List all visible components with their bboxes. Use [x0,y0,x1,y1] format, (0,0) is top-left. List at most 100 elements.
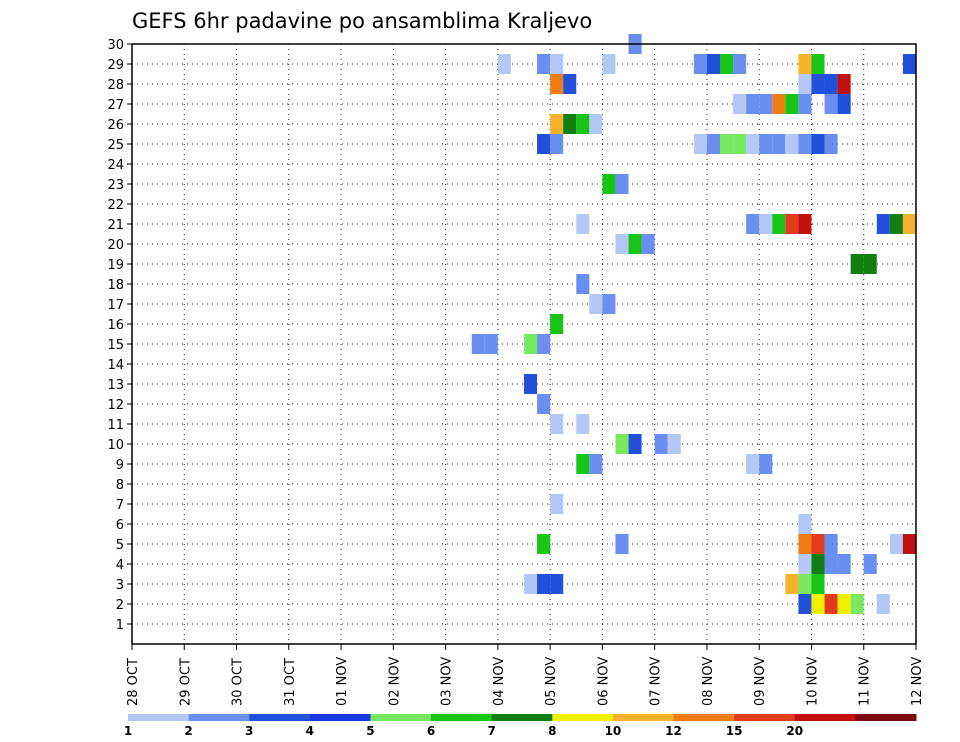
heatmap-cell [759,454,773,474]
legend-swatch [734,714,796,721]
heatmap-cell [746,134,760,154]
x-tick-label: 03 NOV [440,657,455,706]
heatmap-cell [667,434,681,454]
y-tick-label: 26 [107,118,124,133]
y-tick-label: 22 [107,198,124,213]
color-legend: 1 2 3 4 5 6 7 8 10 12 15 20 [124,714,917,738]
heatmap-cell [720,54,734,74]
heatmap-cell [589,294,603,314]
y-tick-label: 7 [116,498,124,513]
heatmap-cell [785,94,799,114]
legend-swatch [188,714,250,721]
heatmap-cell [550,134,564,154]
heatmap-cell [811,574,825,594]
y-tick-label: 13 [107,378,124,393]
heatmap-cell [654,434,668,454]
heatmap-cell [811,54,825,74]
heatmap-cell [746,94,760,114]
legend-swatch [249,714,311,721]
heatmap-cell [772,134,786,154]
legend-swatch [128,714,190,721]
x-tick-label: 30 OCT [231,658,246,706]
x-tick-label: 06 NOV [596,657,611,706]
heatmap-cell [602,174,616,194]
heatmap-cell [563,114,577,134]
heatmap-cell [863,554,877,574]
x-tick-label: 28 OCT [126,658,141,706]
y-tick-label: 20 [107,238,124,253]
y-tick-label: 29 [107,58,124,73]
x-tick-label: 04 NOV [492,657,507,706]
heatmap-cell [785,214,799,234]
heatmap-cell [824,594,838,614]
heatmap-cell [785,574,799,594]
heatmap-cell [602,294,616,314]
heatmap-cell [772,214,786,234]
legend-swatch [309,714,371,721]
legend-label: 15 [726,724,743,738]
legend-swatch [370,714,432,721]
legend-label: 7 [488,724,496,738]
legend-label: 1 [124,724,132,738]
heatmap-cell [550,574,564,594]
heatmap-cell [693,134,707,154]
heatmap-cell [733,134,747,154]
heatmap-cell [837,554,851,574]
heatmap-cell [837,94,851,114]
heatmap-cell [497,54,511,74]
heatmap-cell [798,134,812,154]
legend-label: 10 [605,724,622,738]
heatmap-cell [759,134,773,154]
heatmap-cell [615,534,629,554]
heatmap-cell [798,54,812,74]
heatmap-cell [537,134,551,154]
legend-swatch [431,714,493,721]
x-tick-label: 01 NOV [335,657,350,706]
legend-swatch [794,714,856,721]
x-tick-label: 05 NOV [544,657,559,706]
x-tick-label: 09 NOV [753,657,768,706]
heatmap-cell [850,254,864,274]
x-axis-ticks: 28 OCT 29 OCT 30 OCT 31 OCT 01 NOV 02 NOV 03 N… [126,644,925,706]
y-tick-label: 4 [116,558,124,573]
heatmap-cell [615,234,629,254]
y-axis-ticks: 1234567891011121314151617181920212223242… [107,38,132,633]
y-tick-label: 1 [116,618,124,633]
heatmap-cell [798,214,812,234]
heatmap-cell [693,54,707,74]
legend-label: 20 [786,724,803,738]
heatmap-cell [537,54,551,74]
x-tick-label: 10 NOV [805,657,820,706]
heatmap-cell [798,594,812,614]
y-tick-label: 5 [116,538,124,553]
heatmap-cell [759,94,773,114]
heatmap-cell [811,534,825,554]
heatmap-cell [746,214,760,234]
heatmap-cell [811,554,825,574]
heatmap-cell [811,74,825,94]
heatmap-cell [524,334,538,354]
y-tick-label: 17 [107,298,124,313]
y-tick-label: 2 [116,598,124,613]
chart-title: GEFS 6hr padavine po ansamblima Kraljevo [132,9,592,33]
legend-swatch [612,714,675,721]
heatmap-cell [550,74,564,94]
heatmap-cell [811,594,825,614]
heatmap-cell [798,514,812,534]
heatmap-cell [876,594,890,614]
y-tick-label: 28 [107,78,124,93]
x-tick-label: 07 NOV [649,657,664,706]
heatmap-cell [772,94,786,114]
x-tick-label: 11 NOV [858,657,873,706]
y-tick-label: 14 [107,358,124,373]
heatmap-cell [902,214,916,234]
y-tick-label: 30 [107,38,124,53]
y-tick-label: 11 [107,418,124,433]
y-tick-label: 9 [116,458,124,473]
heatmap-cell [537,534,551,554]
heatmap-cell [628,434,642,454]
heatmap-cell [550,314,564,334]
heatmap-cell [889,534,903,554]
heatmap-cell [537,334,551,354]
y-tick-label: 24 [107,158,124,173]
